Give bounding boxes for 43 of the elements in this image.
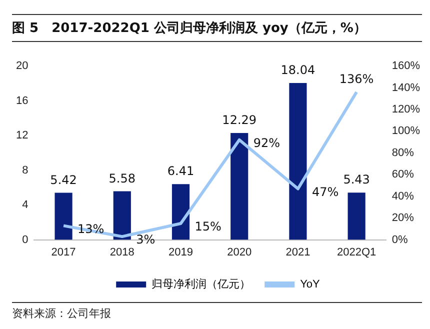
y2-tick-label: 140%	[392, 82, 420, 94]
bar	[113, 191, 131, 240]
y2-tick-label: 160%	[392, 60, 420, 72]
x-tick-label: 2020	[227, 246, 252, 258]
y2-tick-label: 60%	[392, 168, 414, 181]
data-label: 6.41	[167, 164, 194, 178]
x-tick-label: 2018	[110, 246, 134, 258]
y2-tick-label: 20%	[392, 212, 414, 224]
y-tick-label: 20	[16, 60, 28, 72]
data-label: 15%	[194, 220, 222, 234]
y2-tick-label: 40%	[392, 190, 414, 202]
data-label: 5.58	[108, 171, 136, 186]
data-label: 5.42	[50, 172, 77, 187]
text: 资料来源：公司年报	[12, 302, 422, 321]
y2-tick-label: 100%	[392, 125, 420, 138]
x-tick-label: 2019	[168, 246, 193, 258]
data-label: 136%	[339, 72, 374, 86]
y-tick-label: 0	[22, 234, 28, 246]
data-label: 5.43	[343, 172, 370, 187]
y-tick-label: 12	[16, 130, 28, 142]
y-tick-label: 4	[22, 199, 28, 212]
x-tick-label: 2021	[286, 246, 310, 258]
bar	[348, 192, 366, 240]
legend-label: YoY	[300, 278, 321, 291]
bar	[230, 133, 248, 240]
legend-label: 归母净利润（亿元）	[152, 278, 251, 291]
bar	[172, 184, 190, 240]
x-tick-label: 2022Q1	[336, 246, 376, 258]
bar	[289, 83, 307, 240]
bar	[54, 192, 72, 240]
data-label: 18.04	[280, 63, 316, 78]
chart-title: 图 5 2017-2022Q1 公司归母净利润及 yoy（亿元，%）	[12, 14, 422, 42]
y-tick-label: 8	[22, 164, 28, 176]
data-label: 3%	[136, 232, 156, 247]
data-label: 13%	[78, 222, 104, 236]
y2-tick-label: 120%	[392, 103, 420, 116]
data-label: 92%	[253, 136, 280, 150]
data-label: 12.29	[222, 113, 257, 128]
y-tick-label: 16	[16, 94, 28, 107]
y2-tick-label: 80%	[392, 146, 414, 159]
x-tick-label: 2017	[51, 246, 76, 258]
y2-tick-label: 0%	[392, 234, 408, 246]
data-label: 47%	[312, 184, 339, 199]
